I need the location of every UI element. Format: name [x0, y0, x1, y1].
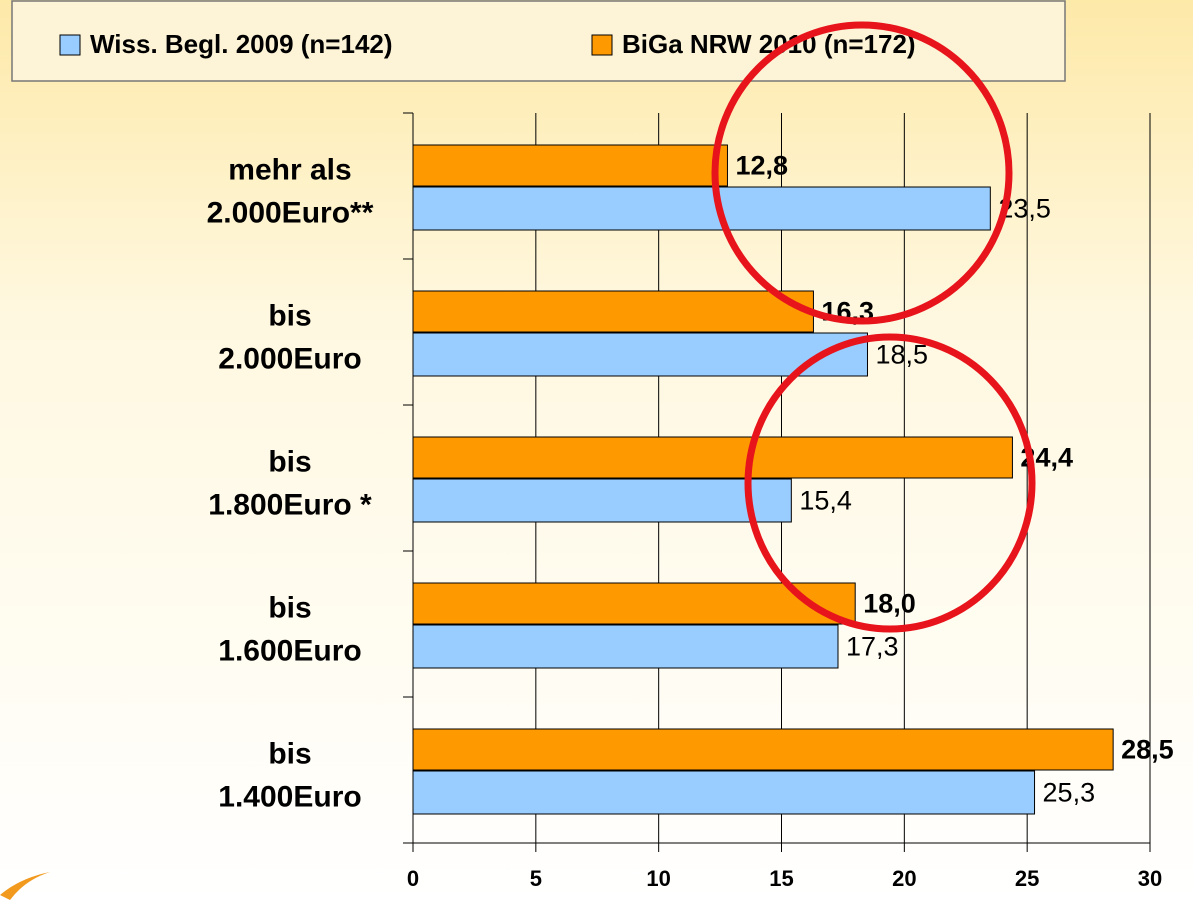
y-tick-label: 1.400Euro — [218, 780, 361, 813]
data-label: 25,3 — [1043, 778, 1096, 808]
legend-label: Wiss. Begl. 2009 (n=142) — [90, 29, 393, 59]
bar — [412, 144, 728, 187]
data-label: 17,3 — [846, 632, 899, 662]
legend-box — [11, 0, 1066, 82]
data-label: 18,0 — [863, 589, 916, 619]
y-tick-label: 1.600Euro — [218, 634, 361, 667]
bar — [412, 582, 856, 625]
bar — [412, 290, 814, 333]
data-label: 15,4 — [799, 486, 852, 516]
y-tick-label: bis — [268, 445, 311, 478]
bar — [412, 624, 839, 669]
highlight-circle — [711, 21, 1013, 325]
y-tick-label: bis — [268, 299, 311, 332]
bar — [412, 770, 1036, 815]
x-tick-label: 15 — [769, 866, 793, 891]
x-tick-label: 30 — [1138, 866, 1162, 891]
bar — [412, 478, 792, 523]
data-label: 18,5 — [875, 340, 928, 370]
y-tick-label: bis — [268, 737, 311, 770]
x-tick-label: 5 — [530, 866, 542, 891]
legend-label: BiGa NRW 2010 (n=172) — [622, 29, 916, 59]
y-tick-label: 1.800Euro * — [208, 488, 372, 521]
decoration — [0, 872, 50, 900]
legend-swatch — [591, 34, 613, 56]
x-tick-label: 20 — [892, 866, 916, 891]
legend-swatch — [59, 34, 81, 56]
bar — [412, 436, 1013, 479]
annotations — [711, 21, 1036, 633]
data-label: 12,8 — [735, 151, 788, 181]
y-tick-label: 2.000Euro — [218, 342, 361, 375]
y-tick-label: bis — [268, 591, 311, 624]
bar — [412, 728, 1114, 771]
bar — [412, 332, 868, 377]
highlight-circle — [744, 333, 1036, 633]
data-label: 28,5 — [1121, 735, 1174, 765]
y-tick-label: 2.000Euro** — [207, 196, 374, 229]
bar — [412, 186, 991, 231]
x-tick-label: 0 — [407, 866, 419, 891]
x-tick-label: 10 — [646, 866, 670, 891]
y-tick-label: mehr als — [228, 153, 351, 186]
x-tick-label: 25 — [1015, 866, 1039, 891]
